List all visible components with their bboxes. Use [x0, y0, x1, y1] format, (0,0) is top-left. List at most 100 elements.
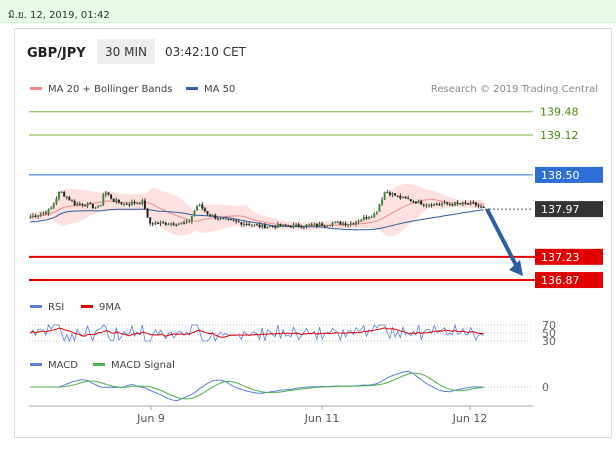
candle-body-13 [63, 191, 66, 197]
candle-body-124 [352, 223, 355, 225]
candle-body-127 [360, 219, 363, 222]
candle-body-32 [112, 198, 115, 202]
candle-body-59 [183, 222, 186, 224]
candle-body-12 [60, 191, 63, 193]
gbpjpy-chart: GBP/JPY 30 MIN 03:42:10 CET MA 20 + Boll… [27, 39, 603, 425]
candle-body-90 [263, 224, 266, 229]
candle-body-114 [326, 225, 329, 227]
macd-plot: MACD MACD Signal 0 [30, 360, 549, 402]
candle-body-167 [464, 202, 467, 204]
legend-swatch-rsi [30, 305, 42, 308]
candle-body-21 [84, 205, 87, 207]
candle-body-146 [409, 199, 412, 202]
candle-body-23 [89, 203, 92, 205]
candle-body-50 [159, 222, 162, 224]
level-label-5: 136.87 [541, 274, 580, 287]
candle-body-109 [313, 223, 316, 225]
x-tick-label-2: Jun 12 [452, 412, 488, 425]
candle-body-173 [480, 206, 483, 208]
legend-swatch-ma50 [186, 87, 198, 90]
candle-body-44 [143, 200, 146, 209]
ma50-line [30, 208, 484, 231]
candle-body-36 [123, 203, 126, 205]
candle-body-92 [269, 225, 272, 227]
candle-body-6 [44, 212, 47, 214]
candle-body-68 [206, 211, 209, 215]
candle-body-134 [378, 204, 381, 212]
candle-body-98 [284, 224, 287, 226]
candle-body-145 [407, 198, 410, 200]
candle-body-72 [216, 218, 219, 220]
candle-body-45 [146, 208, 149, 218]
chart-panel: GBP/JPY 30 MIN 03:42:10 CET MA 20 + Boll… [14, 28, 612, 438]
level-box-4 [535, 248, 603, 265]
candle-body-75 [224, 218, 227, 220]
candle-body-74 [222, 218, 225, 220]
candle-body-115 [328, 225, 331, 227]
x-tick-label-1: Jun 11 [304, 412, 340, 425]
x-axis: Jun 9 Jun 11 Jun 12 [29, 405, 533, 425]
candle-body-162 [451, 204, 454, 206]
timeframe-label: 30 MIN [105, 45, 147, 59]
candle-body-163 [454, 202, 457, 206]
candle-body-119 [339, 221, 342, 225]
candle-body-154 [430, 204, 433, 206]
candle-body-147 [412, 201, 415, 203]
candle-body-70 [211, 214, 214, 216]
candle-body-49 [156, 222, 159, 224]
candle-body-26 [97, 206, 100, 208]
candle-body-88 [258, 224, 261, 227]
macd-line [30, 370, 484, 402]
candle-body-111 [318, 223, 321, 227]
candle-body-5 [42, 212, 45, 214]
candle-body-112 [321, 223, 324, 226]
candle-body-57 [177, 223, 180, 226]
legend-macd-signal: MACD Signal [111, 360, 175, 371]
legend-ma20: MA 20 + Bollinger Bands [48, 84, 172, 95]
level-label-3: 137.97 [541, 203, 580, 216]
candle-body-101 [292, 224, 295, 228]
level-box-2 [535, 166, 603, 183]
candle-body-121 [344, 223, 347, 226]
candle-body-15 [68, 197, 71, 201]
candle-body-62 [190, 215, 193, 222]
macd-signal-line [30, 372, 484, 400]
candle-body-157 [438, 204, 441, 206]
candle-body-133 [375, 211, 378, 214]
candle-body-38 [128, 204, 131, 206]
candle-body-24 [91, 203, 94, 208]
candle-body-29 [104, 192, 107, 195]
candle-body-77 [229, 219, 232, 221]
candle-body-116 [331, 223, 334, 226]
candle-body-14 [65, 196, 68, 198]
legend-swatch-9ma [81, 305, 93, 308]
legend-9ma: 9MA [99, 302, 121, 313]
candle-body-83 [245, 223, 248, 225]
candle-body-4 [39, 213, 42, 216]
candle-body-1 [31, 215, 34, 217]
candle-body-47 [151, 223, 154, 225]
price-plot: 139.48 139.12 138.50 137.97 137.23 136.87 [29, 106, 603, 289]
candle-body-11 [57, 191, 60, 199]
candle-body-33 [115, 199, 118, 202]
candle-body-129 [365, 216, 368, 219]
candle-body-55 [172, 223, 175, 225]
candle-body-102 [295, 224, 298, 226]
candle-body-136 [383, 192, 386, 200]
bollinger-band [30, 183, 484, 237]
candle-body-0 [29, 216, 32, 218]
candle-body-7 [47, 209, 50, 214]
candle-body-34 [117, 199, 120, 203]
candle-body-130 [368, 217, 371, 219]
candle-body-27 [99, 204, 102, 207]
candle-body-40 [133, 202, 136, 204]
rsi-level-label-0: 70 [542, 319, 556, 332]
legend-macd: MACD [48, 360, 78, 371]
candle-body-174 [482, 206, 485, 208]
legend-swatch-ma20 [30, 87, 42, 90]
candle-body-141 [396, 195, 399, 197]
candle-body-17 [73, 200, 76, 206]
candle-body-149 [417, 200, 420, 204]
candle-body-71 [214, 214, 217, 219]
x-tick-label-0: Jun 9 [136, 412, 165, 425]
